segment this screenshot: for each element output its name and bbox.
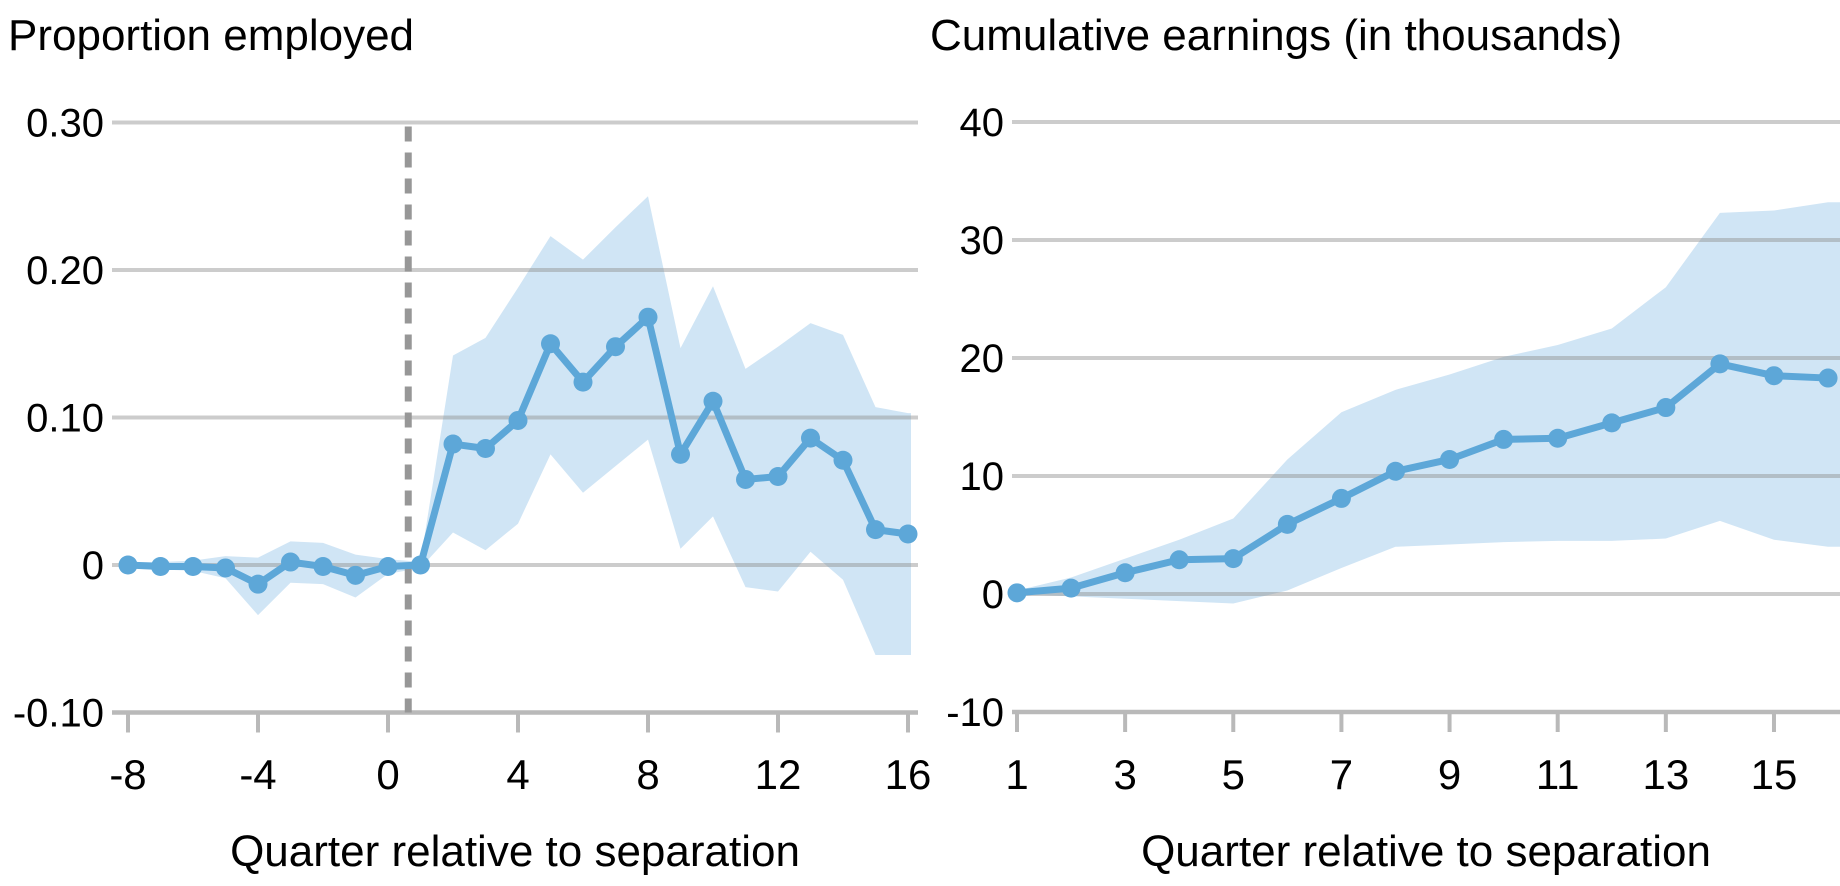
data-point (1115, 563, 1135, 583)
data-point (1440, 449, 1460, 469)
y-tick-label: 0 (82, 544, 104, 588)
y-tick-label: 0 (982, 573, 1004, 617)
data-point (898, 524, 918, 544)
data-point (1494, 429, 1514, 449)
data-point (866, 520, 885, 540)
x-tick-label: 9 (1438, 751, 1461, 798)
x-tick-label: 8 (636, 751, 659, 798)
data-point (1007, 583, 1027, 603)
data-point (281, 552, 300, 572)
x-tick-label: 5 (1222, 751, 1245, 798)
right-x-axis-title: Quarter relative to separation (1141, 827, 1711, 876)
data-point (313, 556, 333, 576)
y-tick-label: 20 (960, 337, 1005, 381)
data-point (151, 556, 170, 576)
x-tick-label: 13 (1642, 751, 1689, 798)
data-point (833, 450, 853, 470)
data-point (476, 438, 495, 458)
data-point (216, 558, 235, 578)
data-point (573, 372, 593, 392)
y-tick-label: 0.30 (26, 102, 104, 146)
data-point (1061, 578, 1081, 598)
data-point (118, 555, 138, 575)
y-tick-label: 30 (960, 219, 1005, 263)
data-point (1602, 413, 1622, 433)
data-point (1223, 549, 1243, 569)
data-point (606, 337, 625, 357)
x-tick-label: 12 (755, 751, 802, 798)
left-x-axis-title: Quarter relative to separation (230, 827, 800, 876)
data-point (1710, 354, 1730, 374)
data-point (671, 444, 690, 464)
x-tick-label: -4 (239, 751, 276, 798)
x-tick-label: 1 (1005, 751, 1028, 798)
data-point (378, 556, 398, 576)
series-line (1013, 360, 1832, 597)
right-chart-title: Cumulative earnings (in thousands) (930, 11, 1623, 60)
data-point (411, 555, 430, 575)
data-point (1818, 368, 1838, 388)
data-point (638, 307, 658, 327)
data-point (1656, 398, 1676, 418)
data-point (1331, 488, 1351, 508)
x-tick-label: 4 (506, 751, 529, 798)
data-point (1169, 550, 1189, 570)
data-point (346, 565, 365, 585)
x-tick-label: 15 (1751, 751, 1798, 798)
data-point (248, 574, 268, 594)
y-tick-label: 10 (960, 455, 1005, 499)
data-point (736, 469, 755, 489)
data-point (703, 391, 723, 411)
y-tick-label: 40 (960, 101, 1005, 145)
x-tick-label: 11 (1536, 751, 1580, 798)
data-point (801, 428, 820, 448)
y-tick-label: -10 (946, 691, 1004, 735)
data-point (508, 410, 528, 430)
employment-chart: -0.10 0 0.10 0.20 0.30 -8 -4 0 4 8 12 16 (13, 102, 932, 799)
data-point (1385, 461, 1405, 481)
data-point (1548, 428, 1568, 448)
y-tick-label: -0.10 (13, 692, 104, 736)
x-tick-label: 16 (885, 751, 932, 798)
data-point (1277, 514, 1297, 534)
x-tick-label: 0 (376, 751, 399, 798)
x-tick-label: 3 (1113, 751, 1136, 798)
left-chart-title: Proportion employed (8, 11, 415, 60)
x-tick-label: 7 (1330, 751, 1353, 798)
data-point (1764, 366, 1784, 386)
data-point (768, 467, 788, 486)
confidence-band (1017, 202, 1840, 604)
y-tick-label: 0.20 (26, 249, 104, 293)
x-tick-label: -8 (109, 751, 146, 798)
data-point (541, 334, 560, 354)
y-tick-label: 0.10 (26, 397, 104, 441)
data-point (183, 556, 203, 576)
data-point (443, 434, 463, 454)
